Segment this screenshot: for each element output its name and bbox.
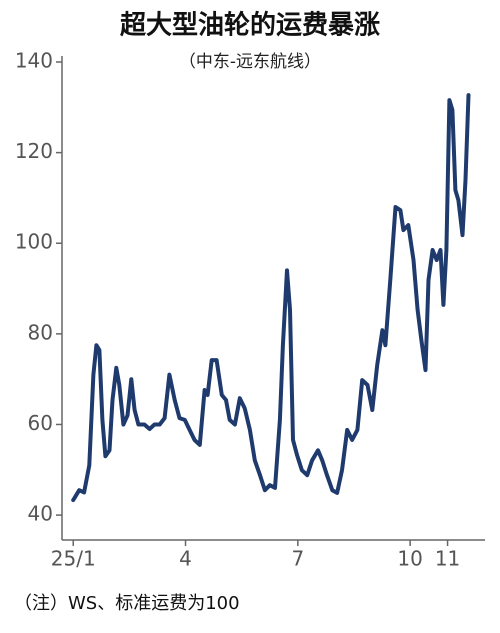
x-tick-label: 10	[397, 547, 422, 571]
y-tick-label: 40	[28, 502, 53, 526]
y-tick-label: 120	[15, 139, 53, 163]
x-tick-label: 4	[179, 547, 192, 571]
chart-title: 超大型油轮的运费暴涨	[120, 10, 380, 41]
y-tick-label: 60	[28, 411, 53, 435]
y-tick-label: 80	[28, 320, 53, 344]
chart-subtitle: （中东-远东航线）	[179, 52, 321, 72]
chart-note: （注）WS、标准运费为100	[14, 593, 240, 614]
x-tick-label: 25/1	[51, 547, 96, 571]
line	[71, 93, 471, 503]
y-tick-label: 100	[15, 230, 53, 254]
x-tick-label: 7	[291, 547, 304, 571]
x-tick-label: 11	[435, 547, 460, 571]
y-tick-label: 140	[15, 49, 53, 73]
